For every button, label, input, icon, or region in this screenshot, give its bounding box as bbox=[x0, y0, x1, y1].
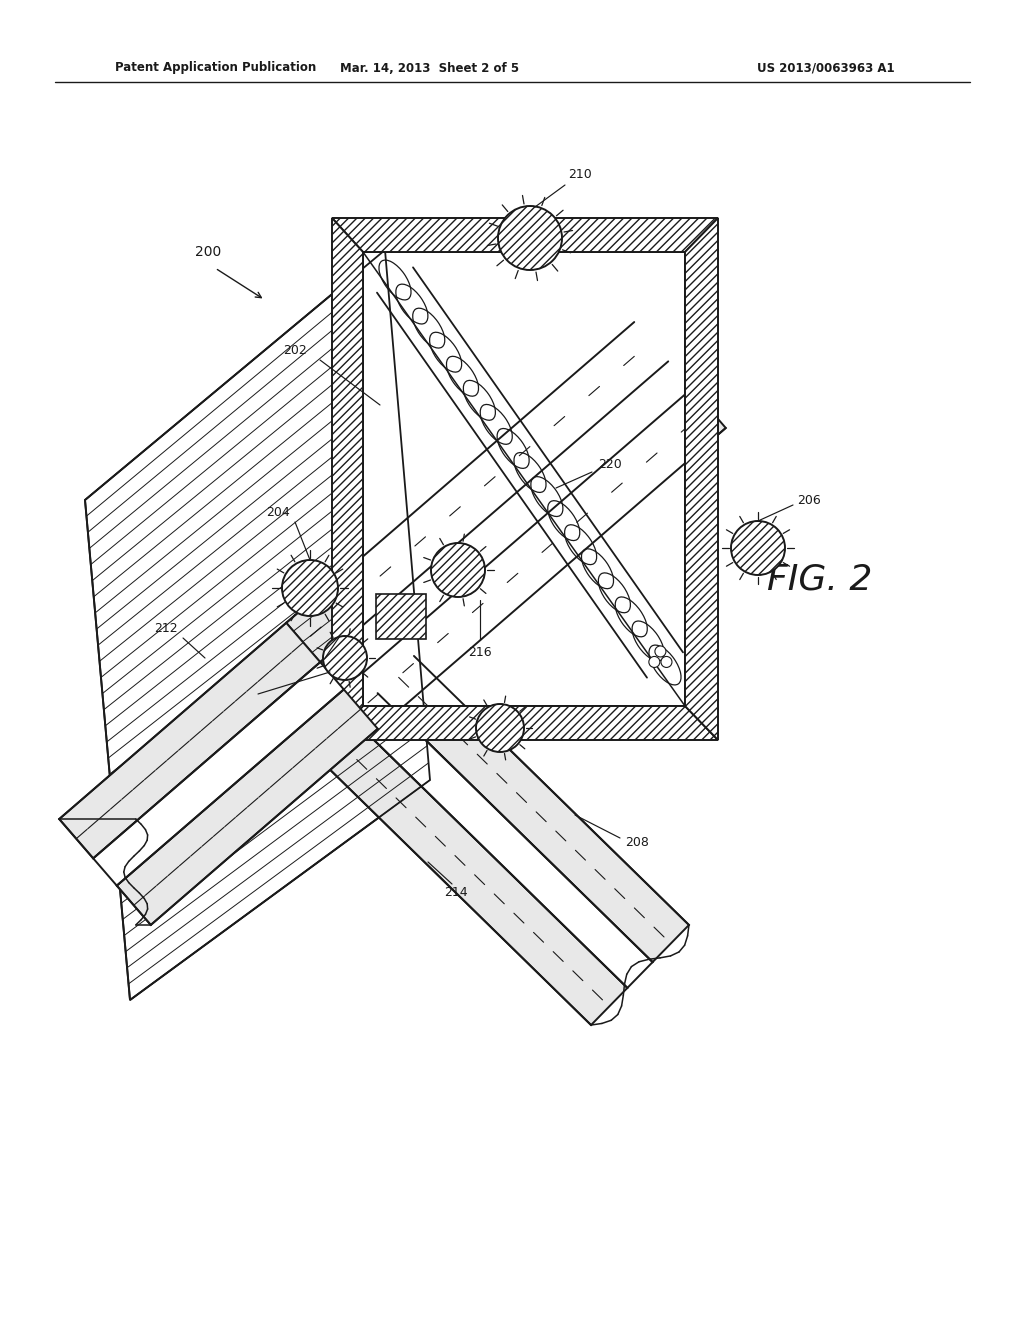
Text: 200: 200 bbox=[195, 246, 221, 259]
Text: 216: 216 bbox=[468, 647, 492, 660]
Text: 214: 214 bbox=[444, 886, 468, 899]
Text: 212: 212 bbox=[155, 622, 178, 635]
Polygon shape bbox=[117, 689, 378, 925]
Polygon shape bbox=[376, 594, 426, 639]
Circle shape bbox=[649, 656, 659, 668]
Text: 202: 202 bbox=[284, 343, 307, 356]
Text: 218: 218 bbox=[228, 693, 252, 706]
Text: 210: 210 bbox=[568, 169, 592, 181]
Polygon shape bbox=[332, 218, 718, 252]
Polygon shape bbox=[85, 249, 430, 1001]
Circle shape bbox=[655, 645, 666, 657]
Polygon shape bbox=[316, 719, 628, 1026]
Text: US 2013/0063963 A1: US 2013/0063963 A1 bbox=[758, 62, 895, 74]
Circle shape bbox=[731, 521, 785, 576]
Circle shape bbox=[476, 704, 524, 752]
Text: 206: 206 bbox=[797, 494, 821, 507]
Polygon shape bbox=[362, 252, 685, 706]
Polygon shape bbox=[352, 693, 652, 987]
Circle shape bbox=[431, 543, 485, 597]
Text: 208: 208 bbox=[625, 836, 649, 849]
Text: 204: 204 bbox=[266, 506, 290, 519]
Polygon shape bbox=[332, 706, 718, 741]
Text: FIG. 2: FIG. 2 bbox=[767, 564, 872, 597]
Polygon shape bbox=[321, 362, 692, 689]
Text: 220: 220 bbox=[598, 458, 622, 471]
Polygon shape bbox=[59, 623, 321, 858]
Text: 216: 216 bbox=[296, 660, 319, 672]
Circle shape bbox=[660, 656, 672, 668]
Polygon shape bbox=[93, 663, 344, 886]
Polygon shape bbox=[378, 656, 689, 962]
Polygon shape bbox=[287, 322, 669, 663]
Polygon shape bbox=[685, 218, 718, 741]
Text: Patent Application Publication: Patent Application Publication bbox=[115, 62, 316, 74]
Circle shape bbox=[498, 206, 562, 271]
Circle shape bbox=[323, 636, 367, 680]
Polygon shape bbox=[332, 218, 362, 741]
Text: Mar. 14, 2013  Sheet 2 of 5: Mar. 14, 2013 Sheet 2 of 5 bbox=[340, 62, 519, 74]
Polygon shape bbox=[344, 388, 726, 729]
Circle shape bbox=[282, 560, 338, 616]
